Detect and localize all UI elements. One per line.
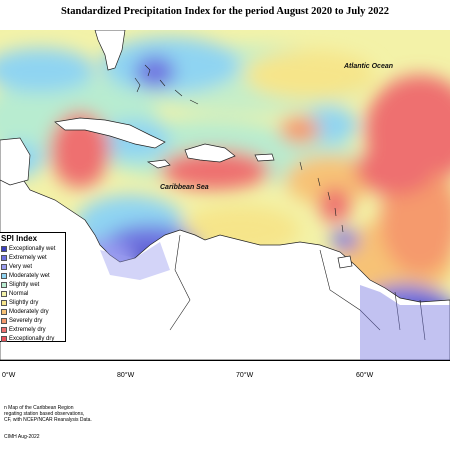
legend-label: Severely dry [9,318,43,325]
lon-label-70w: 70°W [236,372,254,379]
lon-label-80w: 80°W [117,372,135,379]
legend-row: Moderately wet [0,271,65,280]
legend-label: Slightly dry [9,300,39,307]
spi-legend: SPI Index Exceptionally wet Extremely wet… [0,232,66,344]
legend-row: Moderately dry [0,308,65,317]
legend-row: Slightly wet [0,280,65,289]
legend-swatch [1,254,7,261]
legend-label: Moderately wet [9,272,50,279]
legend-label: Moderately dry [9,309,49,316]
legend-label: Exceptionally dry [9,336,55,343]
legend-row: Slightly dry [0,299,65,308]
legend-swatch [1,327,7,334]
legend-rows: Exceptionally wet Extremely wet Very wet Mo… [0,244,65,344]
legend-label: Slightly wet [9,281,40,288]
legend-swatch [1,291,7,298]
caribbean-sea-label: Caribbean Sea [160,184,209,191]
credits-line-1: n Map of the Caribbean Region [4,405,74,411]
atlantic-ocean-label: Atlantic Ocean [344,63,394,70]
legend-row: Extremely wet [0,253,65,262]
legend-swatch [1,272,7,279]
lon-label-60w: 60°W [356,372,374,379]
legend-swatch [1,309,7,316]
map-credits: n Map of the Caribbean Region regating s… [4,405,92,423]
legend-label: Extremely dry [9,327,46,334]
legend-swatch [1,300,7,307]
legend-label: Extremely wet [9,254,47,261]
legend-swatch [1,281,7,288]
credits-line-3: CF, with NCEP/NCAR Reanalysis Data. [4,417,92,423]
legend-label: Very wet [9,263,33,270]
legend-title: SPI Index [1,234,38,243]
lon-label-90w: 0°W [2,372,16,379]
spi-map-canvas [0,30,450,360]
legend-swatch [1,263,7,270]
map-title: Standardized Precipitation Index for the… [60,6,390,17]
legend-swatch [1,245,7,252]
legend-row: Exceptionally wet [0,244,65,253]
legend-row: Extremely dry [0,326,65,335]
copyright-text: CIMH Aug-2022 [4,434,40,440]
legend-swatch [1,318,7,325]
legend-row: Very wet [0,262,65,271]
credits-line-2: regating station based observations, [4,411,85,417]
legend-label: Normal [9,291,29,298]
legend-row: Normal [0,289,65,298]
legend-row: Severely dry [0,317,65,326]
legend-row: Exceptionally dry [0,335,65,344]
legend-swatch [1,336,7,343]
legend-label: Exceptionally wet [9,245,56,252]
spi-map: Atlantic Ocean Caribbean Sea [0,30,450,361]
